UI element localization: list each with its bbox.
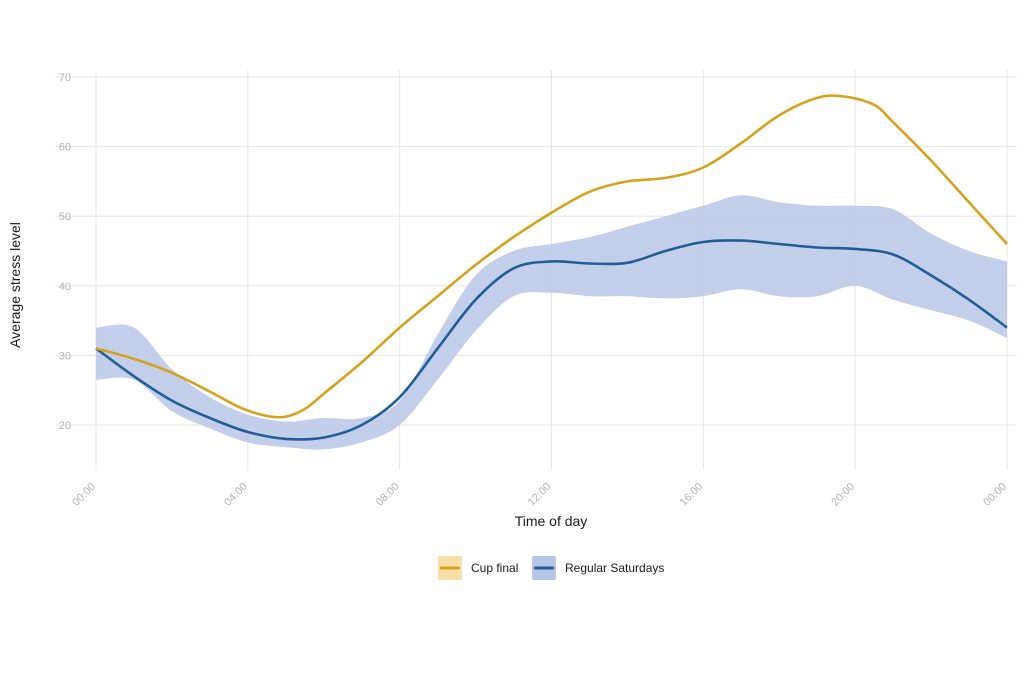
y-tick-label: 30 <box>59 350 71 362</box>
confidence-band-layer <box>96 195 1007 450</box>
legend-label-regular-saturdays: Regular Saturdays <box>565 561 664 575</box>
y-tick-label: 50 <box>59 211 71 223</box>
y-axis-title: Average stress level <box>7 222 23 348</box>
y-axis-ticks: 20 30 40 50 60 70 <box>59 72 71 432</box>
x-tick-label: 08:00 <box>374 481 402 509</box>
x-axis-ticks: 00:00 04:00 08:00 12:00 16:00 20:00 00:00 <box>70 481 1009 509</box>
x-axis-title: Time of day <box>515 513 588 529</box>
series-lines-layer <box>95 94 1008 441</box>
x-tick-label: 16:00 <box>678 481 706 509</box>
y-tick-label: 40 <box>59 281 71 293</box>
legend: Cup final Regular Saturdays <box>438 556 664 580</box>
x-tick-label: 00:00 <box>981 481 1009 509</box>
x-tick-label: 12:00 <box>526 481 554 509</box>
series-line-regular-saturdays <box>95 239 1008 441</box>
series-line-cup-final <box>95 94 1008 419</box>
legend-label-cup-final: Cup final <box>471 561 518 575</box>
confidence-band-regular-saturdays <box>96 195 1007 450</box>
x-tick-label: 04:00 <box>222 481 250 509</box>
y-tick-label: 70 <box>59 72 71 84</box>
x-tick-label: 00:00 <box>70 481 98 509</box>
y-tick-label: 20 <box>59 420 71 432</box>
x-tick-label: 20:00 <box>829 481 857 509</box>
y-tick-label: 60 <box>59 142 71 154</box>
